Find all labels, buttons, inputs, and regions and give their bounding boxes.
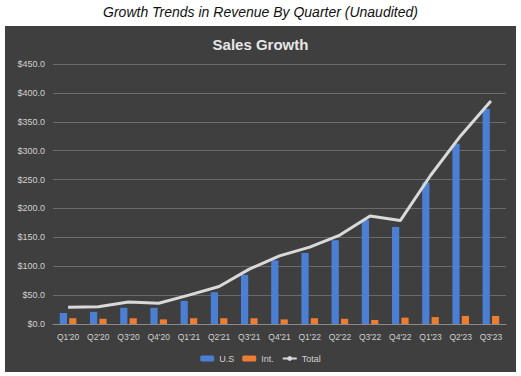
svg-text:Q3'20: Q3'20: [117, 332, 140, 342]
svg-text:U.S: U.S: [219, 354, 234, 364]
svg-text:Q2'23: Q2'23: [449, 332, 472, 342]
svg-text:$0.0: $0.0: [27, 319, 45, 329]
svg-text:$400.0: $400.0: [17, 88, 45, 98]
svg-text:Q4'21: Q4'21: [268, 332, 291, 342]
svg-text:$150.0: $150.0: [17, 232, 45, 242]
svg-text:Q2'22: Q2'22: [329, 332, 352, 342]
svg-text:Q3'23: Q3'23: [480, 332, 503, 342]
svg-text:Q4'20: Q4'20: [147, 332, 170, 342]
svg-text:$350.0: $350.0: [17, 117, 45, 127]
svg-text:Q3'22: Q3'22: [359, 332, 382, 342]
svg-text:Sales Growth: Sales Growth: [213, 36, 309, 53]
svg-text:$200.0: $200.0: [17, 203, 45, 213]
svg-text:$300.0: $300.0: [17, 146, 45, 156]
svg-text:Q1'20: Q1'20: [57, 332, 80, 342]
svg-text:$250.0: $250.0: [17, 175, 45, 185]
svg-text:Q2'21: Q2'21: [208, 332, 231, 342]
svg-text:Q1'21: Q1'21: [178, 332, 201, 342]
svg-text:Total: Total: [302, 354, 321, 364]
svg-text:Q2'20: Q2'20: [87, 332, 110, 342]
svg-text:Q1'22: Q1'22: [298, 332, 321, 342]
svg-text:Q3'21: Q3'21: [238, 332, 261, 342]
svg-text:$100.0: $100.0: [17, 261, 45, 271]
svg-text:Q1'23: Q1'23: [419, 332, 442, 342]
svg-text:$450.0: $450.0: [17, 59, 45, 69]
html-text:Growth Trends in Revenue By Qu: Growth Trends in Revenue By Quarter (Una…: [103, 4, 418, 20]
svg-text:$50.0: $50.0: [22, 290, 45, 300]
svg-text:Q4'22: Q4'22: [389, 332, 412, 342]
svg-text:Int.: Int.: [261, 354, 274, 364]
